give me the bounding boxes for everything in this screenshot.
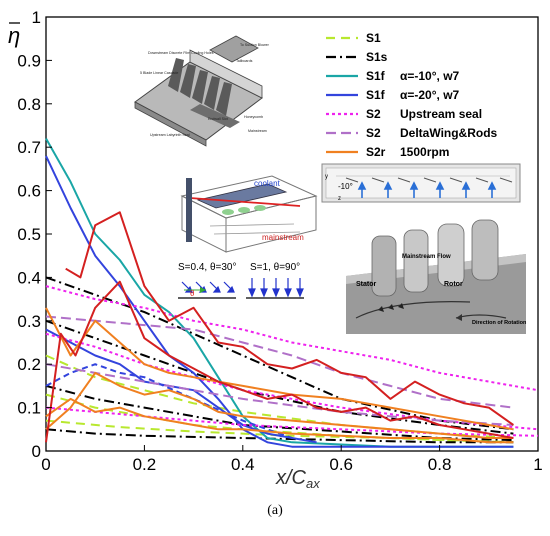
series-line-14 (45, 315, 514, 409)
legend-desc: 1500rpm (400, 145, 449, 159)
series-line-10 (45, 363, 293, 439)
series-line-18 (45, 397, 514, 444)
series-line-17 (45, 371, 514, 439)
legend-code: S2 (366, 107, 381, 121)
y-tick-label: 0.4 (17, 268, 41, 287)
y-tick-label: 0.7 (17, 138, 41, 157)
series-line-19 (65, 211, 514, 426)
facility-label-slot: Endwall Slot (208, 117, 228, 121)
turbine-label-rotor: Rotor (444, 281, 463, 288)
legend-code: S1f (366, 88, 386, 102)
y-tick-label: 0 (32, 442, 41, 461)
theta-symbol: θ (190, 289, 195, 298)
series-line-8 (45, 155, 514, 448)
series-line-20 (45, 280, 514, 443)
mainstream-label: mainstream (262, 233, 304, 242)
y-tick-label: 1 (32, 8, 41, 27)
slot-axis-z: z (338, 196, 341, 202)
y-tick-label: 0.6 (17, 182, 41, 201)
figure-caption: (a) (267, 503, 283, 518)
legend-code: S1f (366, 69, 386, 83)
vortex-label-left: S=0.4, θ=30° (178, 262, 237, 273)
legend-code: S2 (366, 126, 381, 140)
series-line-3 (45, 276, 514, 431)
legend-desc: Upstream seal (400, 107, 482, 121)
coolant-label: coolant (254, 179, 281, 188)
facility-label-cascade: 5 Blade Linear Cascade (140, 71, 178, 75)
facility-label-mainstream: Mainstream (248, 129, 267, 133)
legend-desc: α=-10°, w7 (400, 69, 460, 83)
inset-seal-geometry: coolant mainstream (172, 162, 322, 254)
y-ticks: 0 0.1 0.2 0.3 0.4 0.5 0.6 0.7 0.8 0.9 1 (17, 8, 52, 461)
slot-axis-y: y (325, 174, 328, 180)
x-tick-label: 0 (41, 455, 50, 474)
y-axis-label: η (8, 23, 20, 48)
y-tick-label: 0.5 (17, 225, 41, 244)
series-line-6 (45, 428, 514, 444)
inset-vortex-sketch: S=0.4, θ=30° S=1, θ=90° θ (172, 255, 324, 305)
slot-angle-label: -10° (338, 182, 353, 191)
x-tick-label: 0.4 (231, 455, 255, 474)
y-tick-label: 0.1 (17, 399, 41, 418)
facility-label-suction: To Suction Blower (240, 43, 270, 47)
facility-label-tailboards: Tailboards (236, 59, 253, 63)
series-line-5 (45, 384, 514, 442)
turbine-label-direction: Direction of Rotation (472, 320, 527, 326)
legend-desc: α=-20°, w7 (400, 88, 460, 102)
vortex-label-right: S=1, θ=90° (250, 262, 300, 273)
legend-code: S2r (366, 145, 386, 159)
legend-desc: DeltaWing&Rods (400, 126, 498, 140)
y-tick-label: 0.3 (17, 312, 41, 331)
turbine-label-flow: Mainstream Flow (402, 254, 451, 260)
legend-code: S1 (366, 31, 381, 45)
series-line-11 (45, 285, 539, 392)
series-layer (45, 138, 539, 448)
x-tick-label: 0.8 (428, 455, 452, 474)
legend-code: S1s (366, 50, 388, 64)
x-axis-label: x/Cax (275, 467, 320, 491)
facility-label-seal: Upstream Labyrinth Seal (150, 133, 190, 137)
x-ticks: 0 0.2 0.4 0.6 0.8 1 (41, 445, 543, 474)
x-tick-label: 1 (533, 455, 542, 474)
inset-slot-holes: -10° y z (321, 163, 521, 203)
turbine-label-stator: Stator (356, 281, 377, 288)
x-tick-label: 0.6 (329, 455, 353, 474)
facility-label-film-holes: Downstream Discrete Film Cooling Holes (148, 51, 214, 55)
y-tick-label: 0.8 (17, 95, 41, 114)
x-tick-label: 0.2 (133, 455, 157, 474)
facility-label-honeycomb: Honeycomb (244, 115, 263, 119)
inset-turbine-stage: Mainstream Flow Stator Rotor Direction o… (346, 214, 527, 334)
y-tick-label: 0.2 (17, 355, 41, 374)
inset-facility-schematic: To Suction Blower Tailboards Downstream … (124, 35, 278, 147)
y-tick-label: 0.9 (17, 51, 41, 70)
